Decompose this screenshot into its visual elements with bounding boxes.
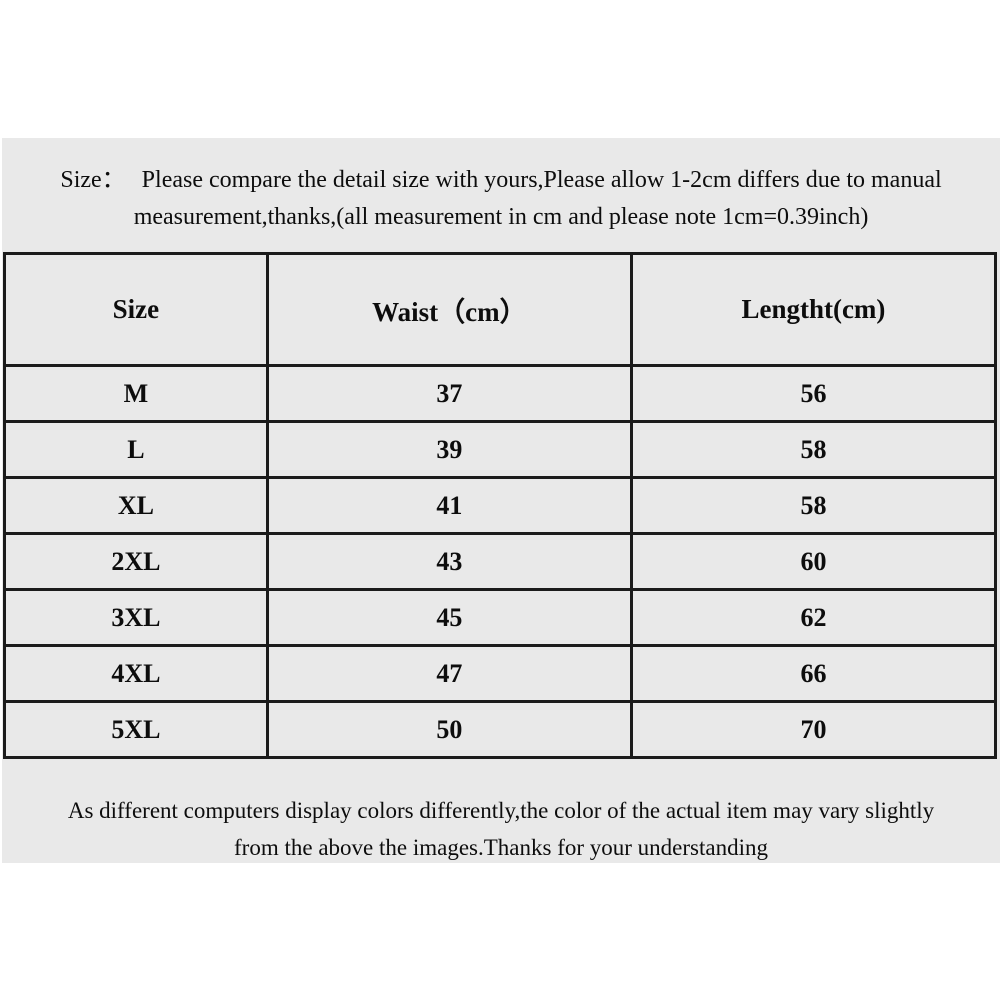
size-info-panel: Size： Please compare the detail size with… [2, 138, 1000, 863]
size-cell: 3XL [3, 588, 269, 647]
size-table: Size Waist（cm） Lengtht(cm) M 37 56 L 39 … [3, 252, 998, 759]
table-row: L 39 58 [3, 420, 998, 479]
size-note-line-2: measurement,thanks,(all measurement in c… [133, 204, 869, 230]
waist-cell: 39 [265, 420, 633, 479]
table-row: 2XL 43 60 [3, 532, 998, 591]
size-note-line-1: Size： Please compare the detail size with… [2, 162, 1000, 199]
column-header-length: Lengtht(cm) [629, 252, 998, 367]
size-cell: M [3, 364, 269, 423]
length-cell: 62 [629, 588, 998, 647]
size-note-label: Size： [60, 167, 126, 193]
waist-cell: 47 [265, 644, 633, 703]
color-disclaimer-line-2: from the above the images.Thanks for you… [234, 835, 768, 860]
table-header-row: Size Waist（cm） Lengtht(cm) [3, 252, 998, 367]
table-row: 4XL 47 66 [3, 644, 998, 703]
color-disclaimer: As different computers display colors di… [2, 788, 1000, 866]
color-disclaimer-line-1: As different computers display colors di… [67, 798, 935, 823]
size-cell: 5XL [3, 700, 269, 759]
waist-cell: 45 [265, 588, 633, 647]
table-row: M 37 56 [3, 364, 998, 423]
waist-cell: 37 [265, 364, 633, 423]
length-cell: 70 [629, 700, 998, 759]
length-cell: 60 [629, 532, 998, 591]
size-cell: 2XL [3, 532, 269, 591]
table-row: XL 41 58 [3, 476, 998, 535]
waist-cell: 41 [265, 476, 633, 535]
size-cell: XL [3, 476, 269, 535]
length-cell: 58 [629, 420, 998, 479]
table-row: 3XL 45 62 [3, 588, 998, 647]
size-note-text: Please compare the detail size with your… [141, 167, 942, 193]
length-cell: 66 [629, 644, 998, 703]
size-measurement-note: Size： Please compare the detail size with… [2, 138, 1000, 252]
table-row: 5XL 50 70 [3, 700, 998, 759]
size-cell: 4XL [3, 644, 269, 703]
waist-cell: 43 [265, 532, 633, 591]
length-cell: 58 [629, 476, 998, 535]
column-header-waist: Waist（cm） [265, 252, 633, 367]
length-cell: 56 [629, 364, 998, 423]
column-header-size: Size [3, 252, 269, 367]
waist-cell: 50 [265, 700, 633, 759]
size-cell: L [3, 420, 269, 479]
